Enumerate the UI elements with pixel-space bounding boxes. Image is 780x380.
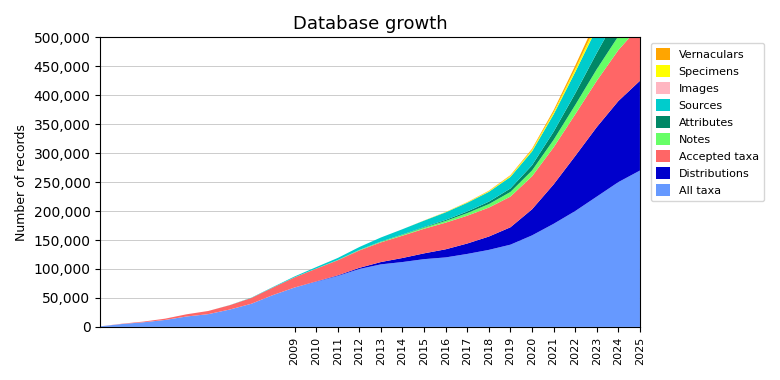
Y-axis label: Number of records: Number of records bbox=[15, 124, 28, 241]
Title: Database growth: Database growth bbox=[292, 15, 448, 33]
Legend: Vernaculars, Specimens, Images, Sources, Attributes, Notes, Accepted taxa, Distr: Vernaculars, Specimens, Images, Sources,… bbox=[651, 43, 764, 201]
